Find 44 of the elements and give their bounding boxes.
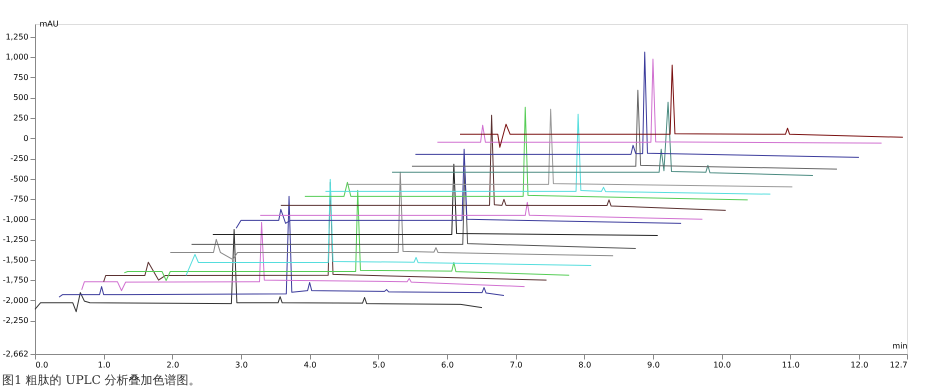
line-series: [34, 228, 482, 312]
y-tick-label: 1,000: [6, 52, 28, 62]
y-tick-label: -2,662: [2, 350, 28, 358]
y-tick-label: -2,000: [2, 296, 28, 305]
x-tick-label: 0.0: [36, 360, 48, 370]
x-tick-label: 2.0: [166, 360, 180, 370]
y-axis-title: mAU: [40, 20, 59, 28]
y-tick-label: -2,250: [2, 316, 28, 326]
y-tick-label: -750: [10, 194, 28, 204]
line-series: [460, 64, 904, 148]
y-tick-label: -250: [10, 154, 28, 164]
line-series: [212, 164, 658, 236]
y-tick-label: -500: [10, 174, 28, 184]
y-tick-label: 750: [13, 72, 28, 82]
x-tick-label: 11.0: [782, 360, 800, 370]
y-tick-label: -1,500: [2, 255, 28, 264]
caption: 图1 粗肽的 UPLC 分析叠加色谱图。: [2, 373, 201, 387]
x-tick-label: 3.0: [235, 360, 248, 370]
y-tick-label: -1,000: [2, 214, 28, 224]
x-tick-label: 10.0: [713, 360, 732, 370]
x-tick-label: 12.7: [890, 360, 908, 370]
x-tick-label: 8.0: [578, 360, 592, 370]
line-series: [170, 172, 614, 260]
y-tick-label: 1,250: [6, 32, 28, 42]
y-tick-label: -1,250: [2, 235, 28, 244]
line-series: [191, 168, 636, 249]
y-tick-label: 500: [13, 93, 28, 102]
y-tick-label: -1,750: [2, 276, 28, 285]
x-tick-label: 6.0: [441, 360, 454, 370]
y-tick-label: 0: [23, 134, 28, 143]
x-tick-label: 9.0: [647, 360, 660, 370]
x-tick-label: 5.0: [372, 360, 386, 370]
line-series: [260, 202, 703, 220]
line-series: [436, 58, 882, 144]
x-tick-label: 7.0: [510, 360, 522, 370]
x-axis-title: min: [892, 342, 908, 350]
x-tick-label: 1.0: [98, 360, 111, 370]
line-series: [411, 90, 838, 170]
x-tick-label: 12.0: [850, 360, 868, 370]
line-series: [81, 222, 526, 292]
line-series: [392, 102, 814, 176]
x-tick-label: 4.0: [304, 360, 317, 370]
line-series: [346, 108, 793, 188]
y-tick-label: 250: [13, 114, 28, 123]
